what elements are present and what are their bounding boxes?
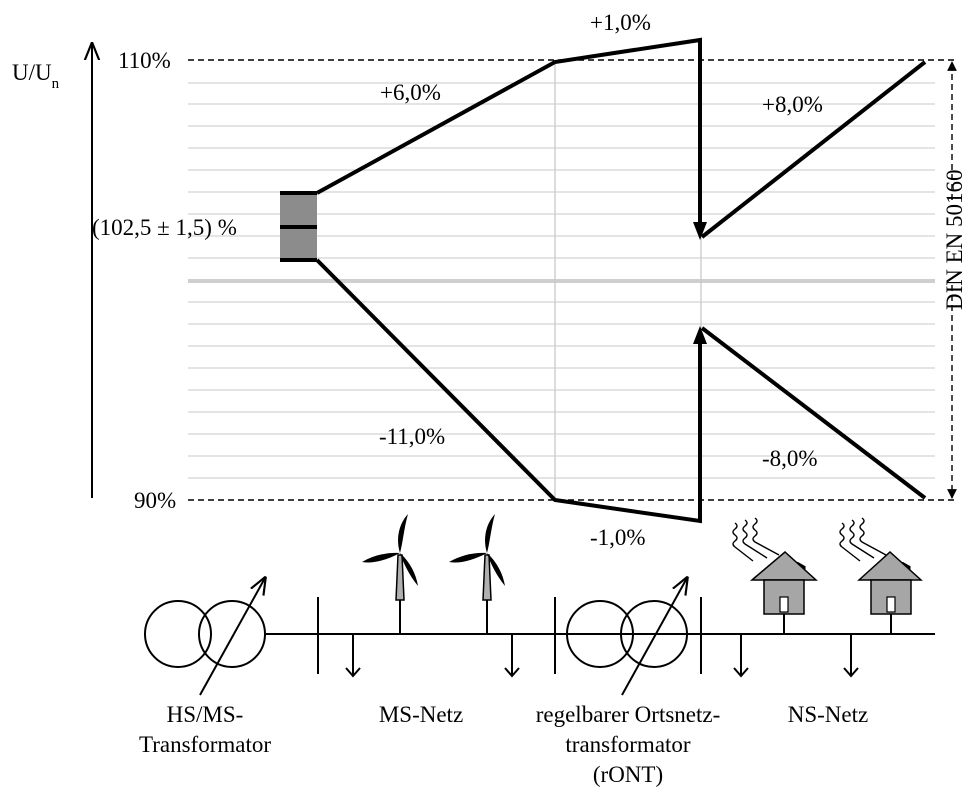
y-axis-label: U/Un: [12, 60, 60, 92]
ront-transformer-icon: [566, 578, 687, 696]
upper-arrowhead: [693, 222, 707, 240]
solar-radiation-icon: [839, 517, 887, 562]
lower-lv-path: [700, 326, 927, 500]
ront-label-line1: regelbarer Ortsnetz-: [536, 702, 721, 727]
house-icon: [857, 550, 923, 634]
hs-ms-transformer-icon: [144, 578, 265, 696]
wind-turbine-icon: [449, 514, 505, 634]
load-arrow-icon: [345, 634, 859, 678]
upper-voltage-path: [316, 37, 702, 226]
hs-ms-label-line1: HS/MS-: [167, 702, 244, 727]
ns-netz-label: NS-Netz: [788, 702, 868, 727]
tick-90-label: 90%: [134, 488, 176, 513]
wind-turbine-icon: [362, 514, 418, 634]
lv-lower-change: -8,0%: [762, 446, 818, 471]
lower-voltage-path: [315, 258, 702, 524]
house-icon: [749, 551, 818, 634]
upper-lv-path: [700, 60, 927, 239]
lv-upper-change: +8,0%: [762, 92, 823, 117]
solar-radiation-icon: [732, 517, 780, 562]
ms-netz-label: MS-Netz: [379, 702, 463, 727]
mv-upper-change: +6,0%: [380, 80, 441, 105]
regulation-band: [280, 191, 317, 262]
ront-upper-change: +1,0%: [590, 10, 651, 35]
ront-label-line2: transformator: [565, 732, 691, 757]
hs-ms-label-line2: Transformator: [139, 732, 271, 757]
ront-label-line3: (rONT): [593, 762, 663, 787]
lower-arrowhead: [693, 326, 707, 344]
mv-lower-change: -11,0%: [379, 424, 445, 449]
regulation-band-label: (102,5 ± 1,5) %: [92, 215, 237, 240]
tick-110-label: 110%: [118, 48, 171, 73]
din-standard-label: DIN EN 50160: [942, 169, 965, 310]
ront-lower-change: -1,0%: [590, 525, 646, 550]
